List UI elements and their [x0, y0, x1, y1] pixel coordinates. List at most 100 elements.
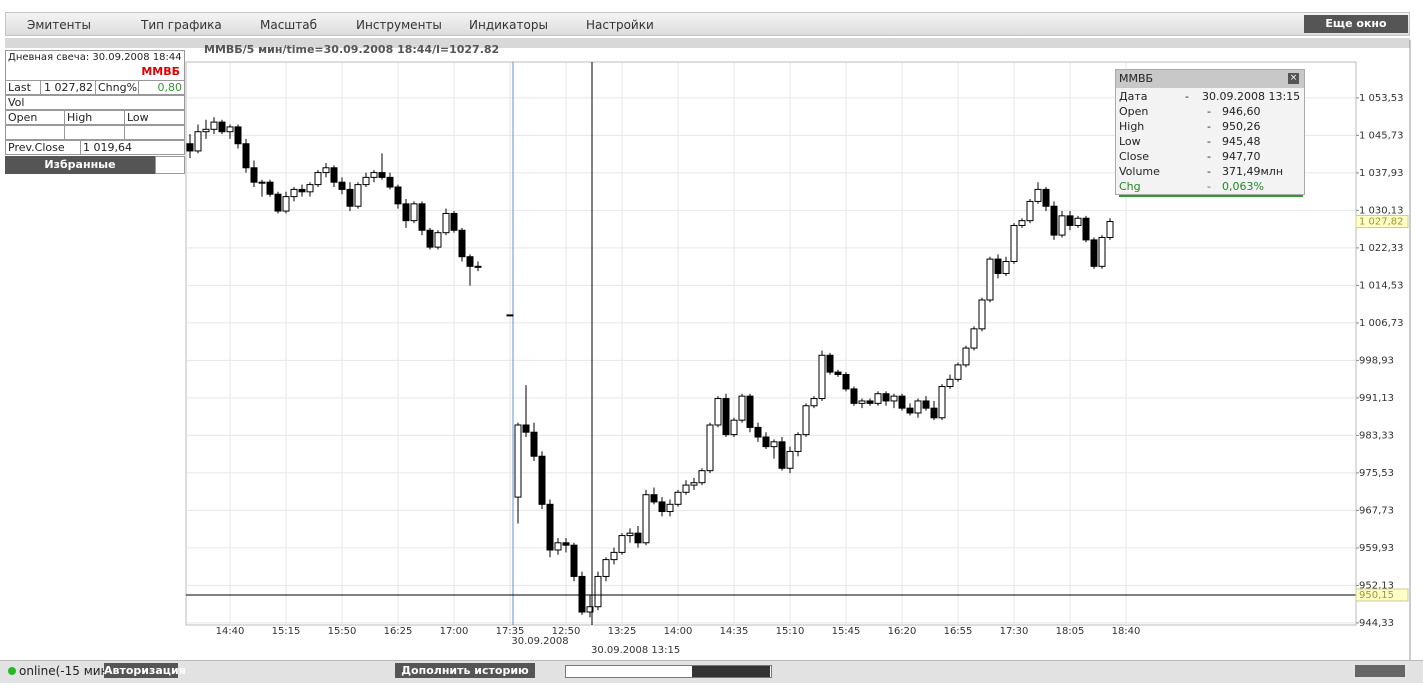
y-tick-label: 1 053,53 [1359, 93, 1404, 104]
panel-header: Дневная свеча: 30.09.2008 18:44 [5, 50, 185, 66]
candle-body [266, 181, 274, 195]
x-tick-label: 14:00 [664, 626, 693, 637]
tooltip-value: 371,49млн [1222, 165, 1284, 178]
auth-button[interactable]: Авторизация [104, 663, 186, 678]
candle-body [626, 532, 634, 537]
y-tick-label: 952,13 [1359, 580, 1394, 591]
candle-body [522, 424, 530, 433]
candle-body [578, 575, 586, 613]
y-tick-label: 1 037,93 [1359, 168, 1404, 179]
x-tick-label: 14:35 [720, 626, 749, 637]
x-tick-label: 12:50 [552, 626, 581, 637]
candle-body [402, 203, 410, 222]
candle-body [618, 535, 626, 553]
x-tick-label: 16:20 [888, 626, 917, 637]
candle-body [882, 393, 890, 402]
history-button[interactable]: Дополнить историю [395, 663, 535, 678]
status-bar: online(-15 мин) Авторизация Дополнить ис… [0, 660, 1423, 683]
prev-close-label: Prev.Close [5, 140, 81, 155]
tooltip-label: Close [1119, 150, 1149, 163]
candle-body [378, 172, 386, 178]
open-label: Open [5, 110, 65, 125]
x-tick-label: 17:35 [496, 626, 525, 637]
candle-body [1034, 188, 1042, 202]
candle-body [954, 364, 962, 380]
vol-label: Vol [5, 95, 185, 110]
tooltip: ММВБ × Дата -30.09.2008 13:15 Open -946,60 H… [1115, 69, 1305, 197]
menu-item[interactable]: Масштаб [260, 18, 318, 32]
candle-body [818, 354, 826, 400]
candle-body [946, 378, 954, 388]
candle-body [458, 229, 466, 258]
tooltip-row: High -950,26 [1119, 120, 1303, 135]
tooltip-label: High [1119, 120, 1145, 133]
candle-body [994, 258, 1002, 275]
candle-body [370, 172, 378, 178]
candle-body [474, 265, 482, 268]
x-tick-label: 16:25 [384, 626, 413, 637]
candle-body [906, 407, 914, 414]
close-button[interactable]: × [1288, 73, 1299, 84]
tooltip-sep: - [1207, 165, 1211, 178]
candle-body [202, 128, 210, 133]
candle-body [554, 542, 562, 551]
candle-body [930, 407, 938, 419]
candle-body [634, 532, 642, 544]
candle-body [650, 494, 658, 503]
menu-item[interactable]: Тип графика [141, 18, 222, 32]
candle-body [842, 374, 850, 390]
y-tick-label: 967,73 [1359, 505, 1394, 516]
menu-item[interactable]: Инструменты [356, 18, 442, 32]
candle-body [218, 121, 226, 133]
candle-body [722, 398, 730, 436]
x-tick-label: 18:05 [1056, 626, 1085, 637]
candle-body [418, 203, 426, 231]
menu-bar: Эмитенты Тип графика Масштаб Инструменты… [5, 12, 1410, 36]
candle-body [978, 299, 986, 330]
candle-body [394, 186, 402, 205]
tooltip-row: Chg -0,063% [1119, 180, 1303, 197]
y-tick-label: 975,53 [1359, 468, 1394, 479]
candle-body [730, 419, 738, 436]
tooltip-value: 30.09.2008 13:15 [1202, 90, 1301, 103]
candle-body [1002, 261, 1010, 275]
candle-body [874, 393, 882, 404]
menu-item[interactable]: Индикаторы [469, 18, 548, 32]
candle-body [186, 143, 194, 152]
window-button[interactable]: Еще окно [1304, 15, 1408, 33]
last-label: Last [5, 80, 41, 95]
tooltip-label: Дата [1119, 90, 1148, 103]
candle-body [330, 167, 338, 183]
candle-body [754, 426, 762, 438]
candle-body [666, 503, 674, 513]
tooltip-label: Open [1119, 105, 1149, 118]
candle-body [698, 470, 706, 484]
x-tick-label: 15:10 [776, 626, 805, 637]
x-tick-label: 14:40 [216, 626, 245, 637]
crosshair-time: 30.09.2008 13:15 [591, 645, 680, 656]
high-value [64, 125, 125, 140]
last-value: 1 027,82 [40, 80, 96, 95]
candle-body [506, 314, 514, 317]
candle-body [226, 126, 234, 133]
candle-body [570, 544, 578, 577]
candle-body [258, 181, 266, 184]
candle-body [562, 542, 570, 546]
candle-body [314, 172, 322, 186]
y-tick-label: 1 006,73 [1359, 318, 1404, 329]
menu-item[interactable]: Эмитенты [27, 18, 91, 32]
candle-body [986, 258, 994, 301]
day-label: 30.09.2008 [511, 636, 568, 647]
open-value [5, 125, 65, 140]
crosshair-label-bg [1355, 588, 1409, 602]
candle-body [1082, 217, 1090, 241]
zoom-buttons[interactable] [1355, 665, 1405, 677]
scroll-thumb[interactable] [692, 666, 770, 677]
candle-body [922, 400, 930, 409]
last-price-bg [1355, 215, 1409, 229]
menu-item[interactable]: Настройки [586, 18, 654, 32]
favorites-button[interactable]: Избранные [5, 156, 155, 174]
candle-body [890, 395, 898, 402]
candle-body [338, 181, 346, 190]
